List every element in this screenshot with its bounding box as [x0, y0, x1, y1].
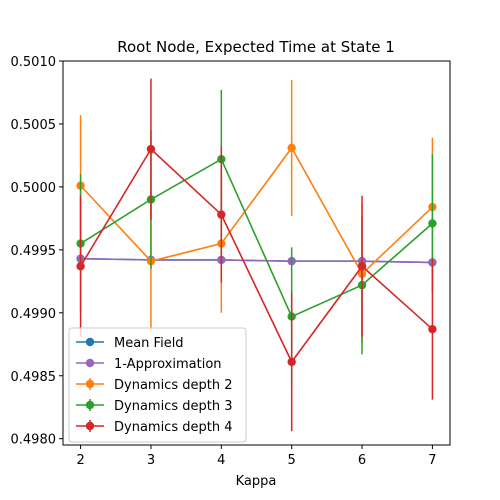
- x-tick-label: 7: [428, 453, 436, 468]
- y-tick-label: 0.5010: [11, 55, 57, 70]
- legend: Mean Field 1-Approximation Dynamics depth …: [69, 328, 246, 442]
- series-line: [81, 259, 433, 263]
- legend-label: Dynamics depth 3: [114, 399, 232, 414]
- legend-label: 1-Approximation: [114, 357, 222, 372]
- y-tick-label: 0.4990: [11, 307, 57, 322]
- series-1-approximation: [76, 254, 436, 266]
- x-axis: 2 3 4 5 6 7: [76, 445, 436, 468]
- legend-marker: [86, 422, 94, 430]
- data-point: [76, 262, 84, 270]
- x-axis-label: Kappa: [236, 474, 277, 489]
- chart-title: Root Node, Expected Time at State 1: [117, 38, 395, 56]
- x-tick-label: 3: [147, 453, 155, 468]
- data-point: [428, 325, 436, 333]
- legend-marker: [86, 380, 94, 388]
- y-tick-label: 0.5000: [11, 181, 57, 196]
- data-point: [428, 219, 436, 227]
- y-axis: 0.4980 0.4985 0.4990 0.4995 0.5000 0.5005 0.50…: [11, 55, 64, 448]
- legend-marker: [86, 359, 94, 367]
- legend-label: Dynamics depth 4: [114, 420, 232, 435]
- y-tick-label: 0.4995: [11, 244, 57, 259]
- data-point: [287, 144, 295, 152]
- x-tick-label: 5: [288, 453, 296, 468]
- legend-marker: [86, 338, 94, 346]
- x-tick-label: 6: [358, 453, 366, 468]
- data-point: [147, 145, 155, 153]
- y-tick-label: 0.4985: [11, 370, 57, 385]
- data-point: [358, 262, 366, 270]
- data-point: [287, 358, 295, 366]
- legend-label: Mean Field: [114, 336, 184, 351]
- x-tick-label: 4: [217, 453, 225, 468]
- legend-label: Dynamics depth 2: [114, 378, 232, 393]
- data-point: [217, 210, 225, 218]
- series-line: [81, 159, 433, 316]
- y-tick-label: 0.4980: [11, 433, 57, 448]
- legend-marker: [86, 401, 94, 409]
- x-tick-label: 2: [76, 453, 84, 468]
- y-tick-label: 0.5005: [11, 118, 57, 133]
